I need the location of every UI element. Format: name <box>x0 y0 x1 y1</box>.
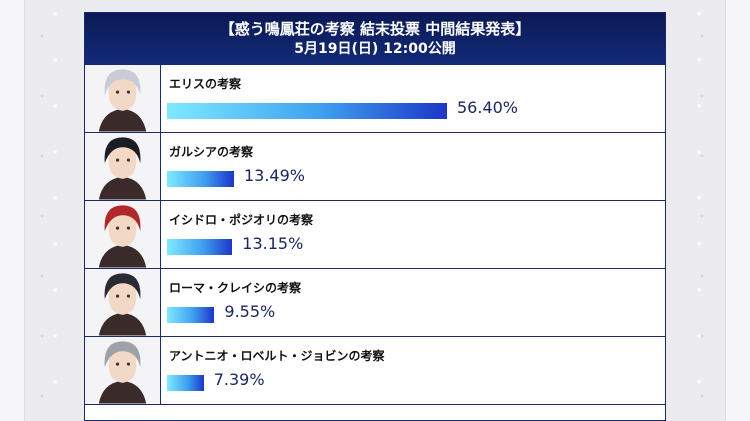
result-label: イシドロ・ポジオリの考察 <box>169 213 314 227</box>
results-panel: 【惑う鳴鳳荘の考察 結末投票 中間結果発表】 5月19日(日) 12:00公開 … <box>84 12 666 421</box>
gray-haired-man-portrait-icon <box>85 337 161 404</box>
result-row: アントニオ・ロベルト・ジョビンの考察 7.39% <box>85 337 665 405</box>
results-rows: エリスの考察 56.40% ガルシアの考察 13.49% イシドロ・ポジオリの考察 13.… <box>85 65 665 405</box>
result-row: エリスの考察 56.40% <box>85 65 665 133</box>
red-haired-woman-portrait-icon <box>85 201 161 268</box>
silver-haired-woman-portrait-icon <box>85 65 161 132</box>
result-bar <box>167 307 215 323</box>
result-label: アントニオ・ロベルト・ジョビンの考察 <box>169 349 385 363</box>
result-row: ローマ・クレイシの考察 9.55% <box>85 269 665 337</box>
result-bar <box>167 239 233 255</box>
results-header: 【惑う鳴鳳荘の考察 結末投票 中間結果発表】 5月19日(日) 12:00公開 <box>85 13 665 65</box>
dark-haired-man-portrait-icon <box>85 133 161 200</box>
results-date: 5月19日(日) 12:00公開 <box>294 41 456 57</box>
results-title: 【惑う鳴鳳荘の考察 結末投票 中間結果発表】 <box>219 20 531 38</box>
result-value-label: 7.39% <box>213 370 265 389</box>
result-value-label: 13.49% <box>243 166 305 185</box>
result-value-label: 9.55% <box>224 302 276 321</box>
result-bar <box>167 103 447 119</box>
result-value-label: 13.15% <box>242 234 304 253</box>
result-value-label: 56.40% <box>457 98 519 117</box>
result-label: ガルシアの考察 <box>169 145 254 159</box>
left-side-strip <box>0 0 25 421</box>
result-row: ガルシアの考察 13.49% <box>85 133 665 201</box>
result-row: イシドロ・ポジオリの考察 13.15% <box>85 201 665 269</box>
result-bar <box>167 171 234 187</box>
white-hat-man-portrait-icon <box>85 269 161 336</box>
result-label: エリスの考察 <box>169 77 242 91</box>
right-side-strip <box>725 0 750 421</box>
result-bar <box>167 375 204 391</box>
result-label: ローマ・クレイシの考察 <box>169 281 302 295</box>
